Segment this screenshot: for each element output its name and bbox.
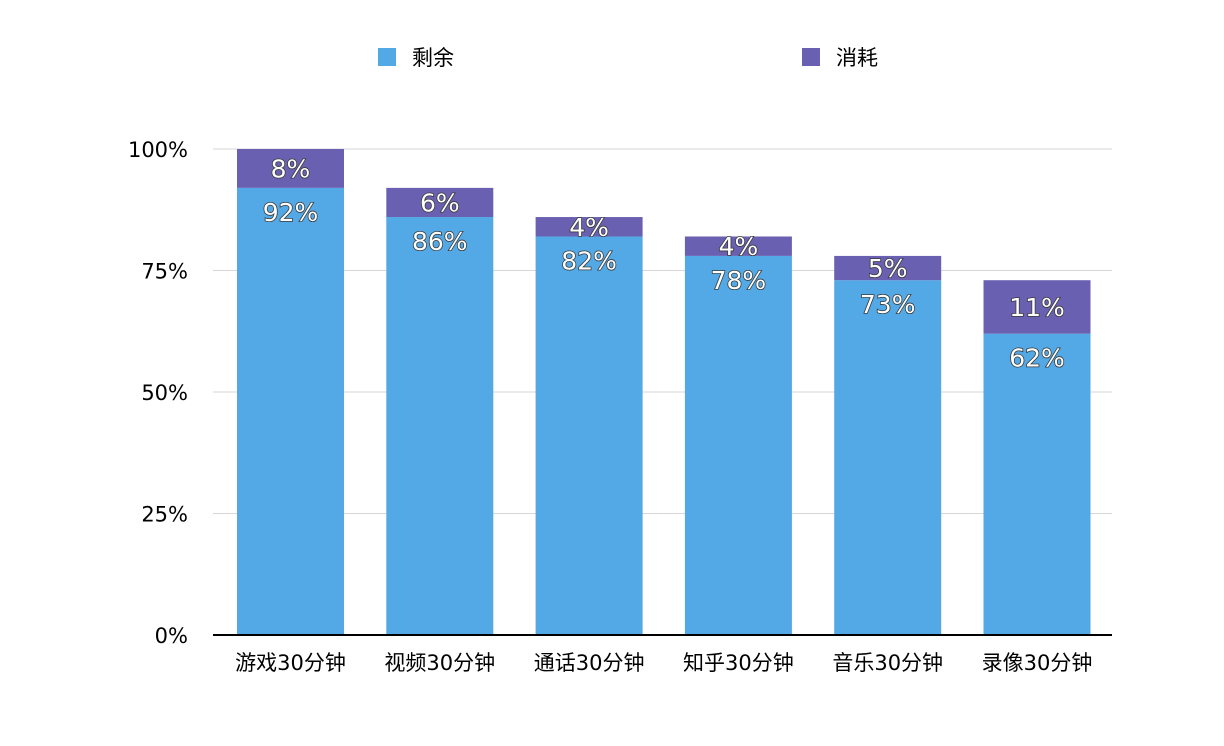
data-label-remaining-2: 86% xyxy=(412,227,468,256)
legend-swatch-2 xyxy=(802,48,820,66)
bar-consumed-3 xyxy=(535,217,643,237)
y-tick-label: 100% xyxy=(128,138,188,162)
data-labels: 92% 8% 86% 6% 82% 4% 78% 4% 73% 5% 62% 11% xyxy=(262,154,1066,374)
x-tick-label: 视频30分钟 xyxy=(384,651,495,675)
bar-consumed-5 xyxy=(834,255,942,281)
data-label-consumed-3: 4% xyxy=(569,213,609,242)
gridlines xyxy=(213,148,1112,514)
data-label-consumed-4: 4% xyxy=(719,232,759,261)
x-tick-label: 通话30分钟 xyxy=(534,651,645,675)
data-label-consumed-5: 5% xyxy=(868,254,908,283)
bar-remaining-2 xyxy=(386,217,494,636)
y-tick-label: 50% xyxy=(141,381,188,405)
bars xyxy=(237,149,1091,636)
data-label-consumed-2: 6% xyxy=(420,188,460,217)
data-label-remaining-1: 92% xyxy=(263,198,319,227)
legend-label-1: 剩余 xyxy=(412,46,454,70)
x-tick-label: 知乎30分钟 xyxy=(683,651,794,675)
data-label-remaining-3: 82% xyxy=(561,246,617,275)
bar-consumed-6 xyxy=(983,280,1091,334)
bar-consumed-2 xyxy=(386,187,494,218)
data-label-remaining-5: 73% xyxy=(860,290,916,319)
y-tick-label: 75% xyxy=(141,260,188,284)
x-tick-label: 游戏30分钟 xyxy=(235,651,346,675)
x-tick-label: 录像30分钟 xyxy=(982,651,1093,675)
bar-remaining-3 xyxy=(535,236,643,636)
data-label-remaining-4: 78% xyxy=(711,266,767,295)
data-label-consumed-6: 11% xyxy=(1009,293,1065,322)
y-tick-label: 0% xyxy=(155,624,188,648)
legend: 剩余 消耗 xyxy=(378,46,878,70)
legend-label-2: 消耗 xyxy=(836,46,878,70)
y-axis: 0% 25% 50% 75% 100% xyxy=(128,138,188,648)
x-axis: 游戏30分钟 视频30分钟 通话30分钟 知乎30分钟 音乐30分钟 录像30分钟 xyxy=(213,634,1112,675)
data-label-consumed-1: 8% xyxy=(271,154,311,183)
bar-remaining-1 xyxy=(237,187,344,635)
bar-consumed-4 xyxy=(684,236,792,256)
y-tick-label: 25% xyxy=(141,503,188,527)
bar-remaining-6 xyxy=(983,333,1091,635)
x-tick-label: 音乐30分钟 xyxy=(832,651,943,675)
bar-remaining-5 xyxy=(834,280,942,635)
legend-swatch-1 xyxy=(378,48,396,66)
bar-consumed-1 xyxy=(237,149,344,188)
data-label-remaining-6: 62% xyxy=(1009,344,1065,373)
bar-remaining-4 xyxy=(684,255,792,636)
